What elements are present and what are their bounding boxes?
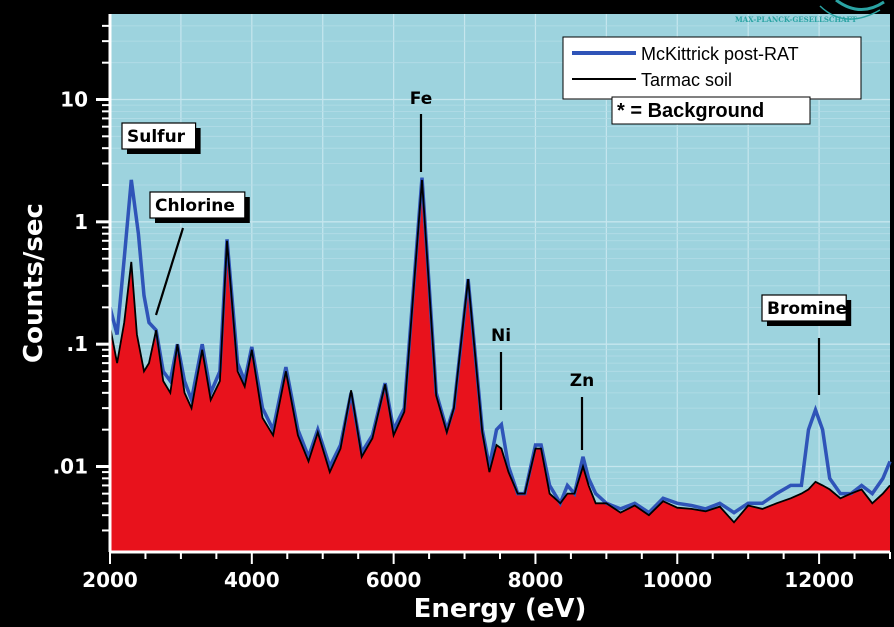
y-axis-title: Counts/sec (19, 203, 49, 363)
legend-note: * = Background (617, 100, 764, 122)
axes (96, 14, 891, 564)
annotation-box (149, 191, 246, 219)
legend-box (562, 36, 862, 100)
x-tick-label: 2000 (82, 568, 138, 592)
y-tick-label: .01 (53, 454, 88, 478)
annotation-bromine: Bromine (761, 294, 852, 395)
legend: McKittrick post-RAT Tarmac soil (562, 36, 862, 100)
annotation-label: Chlorine (155, 196, 235, 216)
annotation-ni: Ni (491, 326, 511, 410)
tick-labels: 2000 4000 6000 8000 10000 12000 10 1 .1 .01 (53, 88, 854, 592)
annotation-zn: Zn (570, 371, 594, 450)
logo-emblem-swirl (819, 5, 881, 20)
annotation-box (121, 122, 197, 150)
legend-note-box (611, 96, 811, 125)
x-tick-label: 10000 (642, 568, 712, 592)
annotation-leader-line (154, 227, 185, 316)
annotation-fe: Fe (410, 89, 432, 172)
x-tick-label: 12000 (784, 568, 854, 592)
x-tick-label: 8000 (508, 568, 564, 592)
tarmac-soil-area-fill (110, 179, 890, 552)
y-tick-label: 1 (74, 210, 88, 234)
annotation-label: Bromine (767, 299, 847, 319)
annotation-sulfur: Sulfur (121, 122, 201, 154)
annotation-label: Fe (410, 89, 432, 109)
logo-text: MAX-PLANCK-GESELLSCHAFT (735, 15, 858, 24)
legend-label-mckittrick: McKittrick post-RAT (641, 44, 799, 64)
annotation-chlorine: Chlorine (149, 191, 250, 316)
x-tick-label: 6000 (366, 568, 422, 592)
x-axis-title: Energy (eV) (414, 594, 587, 624)
annotation-label: Zn (570, 371, 594, 391)
annotation-box (761, 294, 847, 322)
annotations: Sulfur Chlorine Fe Ni Zn Bromine (121, 89, 852, 450)
series-line-tarmac-soil (109, 179, 891, 524)
legend-label-tarmac: Tarmac soil (641, 70, 732, 90)
y-tick-label: 10 (60, 88, 88, 112)
x-tick-label: 4000 (224, 568, 280, 592)
y-tick-label: .1 (66, 332, 88, 356)
max-planck-logo: MAX-PLANCK-GESELLSCHAFT (735, 0, 885, 24)
annotation-label: Sulfur (127, 127, 186, 147)
logo-emblem (835, 0, 885, 11)
annotation-label: Ni (491, 326, 511, 346)
